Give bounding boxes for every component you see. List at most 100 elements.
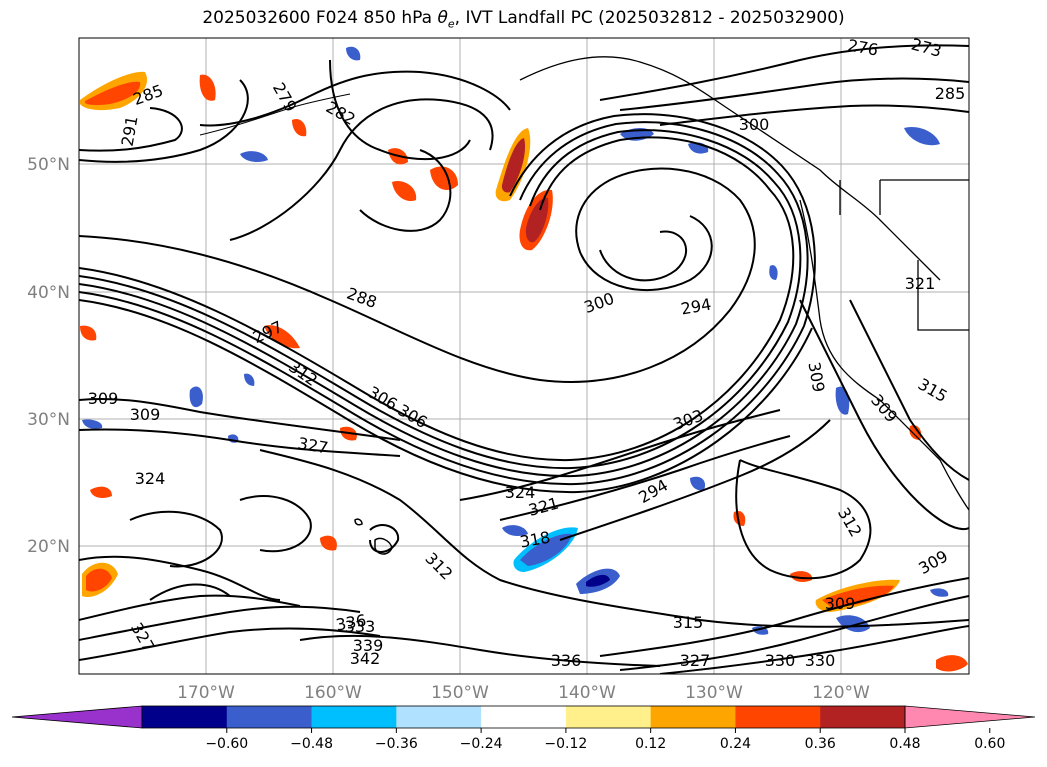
colorbar-tick-label: −0.60 (205, 736, 248, 752)
positive-anomaly-patch (430, 166, 458, 190)
colorbar-tick-label: 0.48 (889, 736, 920, 752)
lat-label-50n: 50°N (27, 155, 70, 175)
contour-line (359, 149, 452, 232)
contour-line (619, 77, 969, 111)
lon-label-120w: 120°W (812, 683, 870, 703)
contour-line (79, 299, 813, 494)
positive-anomaly-patch (292, 118, 307, 137)
negative-anomaly-patch (240, 151, 268, 162)
lon-label-130w: 130°W (685, 683, 743, 703)
contour-line (79, 107, 183, 152)
colorbar-extend-max (904, 705, 1036, 729)
us-west-coast (799, 199, 969, 511)
contour-line (659, 625, 969, 674)
contour-value-label: 321 (905, 274, 936, 293)
hawaii-islands (354, 518, 363, 526)
contour-value-label: 330 (805, 651, 836, 670)
colorbar-segment (311, 706, 397, 728)
contour-line (79, 397, 401, 441)
positive-anomaly-patch (90, 486, 112, 498)
alaska-bc-coast (519, 56, 941, 281)
contour-line (79, 113, 816, 486)
colorbar-segment (396, 706, 482, 728)
lat-label-40n: 40°N (27, 283, 70, 303)
negative-anomaly-patch (82, 419, 103, 429)
contour-line (659, 104, 969, 126)
contour-line (79, 627, 381, 661)
contour-line (79, 129, 802, 470)
negative-anomaly-patch (244, 373, 255, 386)
positive-anomaly-patch (264, 325, 300, 349)
contour-value-label: 330 (765, 651, 796, 670)
colorbar-tick-label: −0.12 (544, 736, 587, 752)
negative-anomaly-patch (769, 265, 778, 280)
contour-line (499, 435, 791, 521)
contour-line (799, 299, 969, 530)
contour-line (369, 524, 400, 553)
contour-line (849, 299, 969, 481)
contour-line (559, 419, 831, 541)
gridlines (79, 38, 969, 674)
colorbar-frame (141, 705, 906, 729)
contour-line (79, 428, 401, 457)
lat-label-30n: 30°N (27, 410, 70, 430)
contour-line (149, 583, 231, 601)
contour-value-label: 309 (130, 405, 161, 424)
aleutian-islands (199, 93, 351, 136)
colorbar-tick-label: 0.24 (720, 736, 751, 752)
colorbar-tick-label: −0.36 (375, 736, 418, 752)
coastlines (199, 56, 969, 555)
positive-anomaly-patch (909, 425, 922, 440)
state-borders (839, 179, 969, 331)
colorbar-tick-label: −0.48 (290, 736, 333, 752)
colorbar-segment (650, 706, 736, 728)
theta-e-contours (79, 44, 969, 674)
positive-anomaly-patch (85, 81, 141, 106)
negative-anomaly-patch (690, 476, 706, 491)
contour-value-label: 285 (935, 84, 966, 103)
colorbar-extend-min (11, 705, 143, 729)
lon-label-150w: 150°W (431, 683, 489, 703)
contour-value-label: 309 (88, 389, 119, 408)
map-title: 2025032600 F024 850 hPa θe, IVT Landfall… (202, 8, 845, 31)
contour-value-label: 300 (739, 115, 770, 134)
contour-line (199, 70, 511, 127)
colorbar-tick-label: 0.36 (805, 736, 836, 752)
contour-value-label: 324 (135, 469, 166, 488)
positive-anomaly-patch (320, 535, 337, 551)
negative-anomaly-patch (930, 588, 949, 597)
contour-line (239, 495, 312, 553)
negative-anomaly-patch (586, 574, 610, 587)
map-frame (78, 37, 970, 675)
lat-label-20n: 20°N (27, 537, 70, 557)
colorbar-segment (226, 706, 313, 728)
positive-anomaly-patch (86, 568, 112, 592)
lon-label-140w: 140°W (558, 683, 616, 703)
contour-line (79, 79, 249, 163)
contour-value-label: 327 (680, 651, 711, 670)
negative-anomaly-patch (502, 525, 528, 536)
lon-label-170w: 170°W (177, 683, 235, 703)
contour-value-label: 333 (345, 617, 376, 636)
colorbar-segment (481, 706, 567, 728)
contour-value-label: 324 (505, 483, 536, 502)
contour-line (599, 230, 688, 282)
positive-anomaly-patch (199, 74, 216, 101)
shaded-anomalies (80, 46, 968, 672)
contour-line (259, 449, 969, 628)
lon-label-160w: 160°W (304, 683, 362, 703)
contour-line (79, 121, 809, 478)
positive-anomaly-patch (525, 197, 549, 243)
colorbar-tick-label: 0.12 (635, 736, 666, 752)
positive-anomaly-patch (936, 655, 968, 672)
contour-value-label: 339 (353, 636, 384, 655)
negative-anomaly-patch (836, 615, 870, 633)
colorbar: −0.60 −0.48 −0.36 −0.24 −0.12 0.12 0.24 0.36 0.4… (11, 705, 1036, 752)
negative-anomaly-patch (904, 126, 940, 146)
positive-anomaly-patch (392, 180, 417, 202)
contour-line (79, 555, 281, 601)
contour-line (79, 136, 795, 462)
colorbar-segment (142, 706, 228, 728)
colorbar-tick-label: 0.60 (974, 736, 1005, 752)
